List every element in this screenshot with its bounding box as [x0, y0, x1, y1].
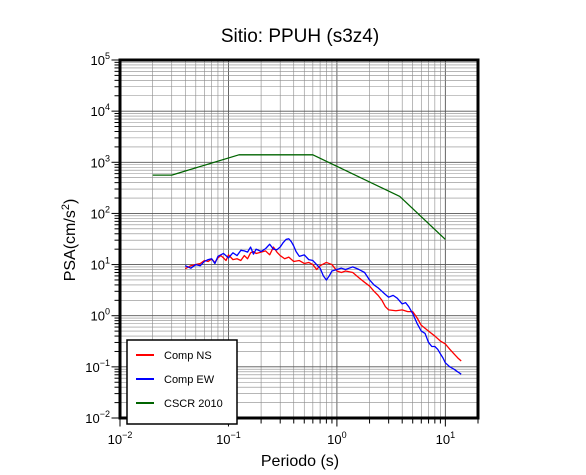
data-series	[152, 154, 462, 375]
x-tick-label: 100	[327, 430, 346, 447]
y-tick-label-exponent: 4	[105, 102, 110, 112]
y-tick-label: 103	[91, 153, 110, 170]
x-tick-label-exponent: −1	[231, 430, 241, 440]
legend-label-0: Comp NS	[164, 350, 212, 362]
y-axis-label-superscript: 2	[60, 204, 72, 210]
chart-title: Sitio: PPUH (s3z4)	[221, 26, 379, 47]
y-tick-label-base: 10	[85, 360, 99, 375]
plot-frame	[118, 58, 480, 420]
y-tick-label: 102	[91, 204, 110, 221]
x-tick-label: 10−1	[216, 430, 241, 447]
y-tick-label: 10−1	[85, 358, 110, 375]
x-tick-label: 101	[436, 430, 455, 447]
y-tick-label-exponent: 3	[105, 153, 110, 163]
series-line-1	[185, 238, 462, 375]
y-axis-label-main: PSA(cm/s	[62, 210, 79, 281]
y-tick-label-base: 10	[91, 104, 105, 119]
x-axis-label: Periodo (s)	[261, 453, 339, 470]
y-tick-label-exponent: −2	[100, 409, 110, 419]
y-tick-label: 105	[91, 51, 110, 68]
y-tick-label: 104	[91, 102, 110, 119]
y-tick-label-base: 10	[91, 206, 105, 221]
x-tick-label: 10−2	[108, 430, 133, 447]
y-tick-label-exponent: −1	[100, 358, 110, 368]
y-tick-label-exponent: 1	[105, 256, 110, 266]
y-tick-label-exponent: 5	[105, 51, 110, 61]
x-tick-labels: 10−2 10−1 100 101	[108, 430, 455, 447]
x-tick-label-exponent: −2	[122, 430, 132, 440]
legend: Comp NS Comp EW CSCR 2010	[126, 339, 238, 425]
x-tick-label-base: 10	[327, 432, 341, 447]
series-line-2	[152, 154, 446, 240]
x-tick-label-base: 10	[216, 432, 230, 447]
grid-lines	[119, 59, 479, 419]
x-tick-label-exponent: 1	[450, 430, 455, 440]
y-tick-label: 10−2	[85, 409, 110, 426]
y-axis-label: PSA(cm/s2)	[60, 199, 79, 282]
y-tick-label-base: 10	[91, 309, 105, 324]
axis-ticks	[111, 59, 479, 427]
y-tick-label-exponent: 2	[105, 204, 110, 214]
legend-label-1: Comp EW	[164, 374, 215, 386]
x-tick-label-base: 10	[436, 432, 450, 447]
y-tick-label-base: 10	[85, 411, 99, 426]
x-tick-label-base: 10	[108, 432, 122, 447]
y-tick-label: 100	[91, 307, 110, 324]
y-tick-label-base: 10	[91, 155, 105, 170]
series-line-0	[184, 246, 462, 362]
y-axis-label-close: )	[62, 199, 79, 204]
y-tick-label: 101	[91, 256, 110, 273]
y-tick-label-base: 10	[91, 53, 105, 68]
y-tick-label-exponent: 0	[105, 307, 110, 317]
x-tick-label-exponent: 0	[342, 430, 347, 440]
legend-label-2: CSCR 2010	[164, 398, 223, 410]
y-tick-label-base: 10	[91, 258, 105, 273]
